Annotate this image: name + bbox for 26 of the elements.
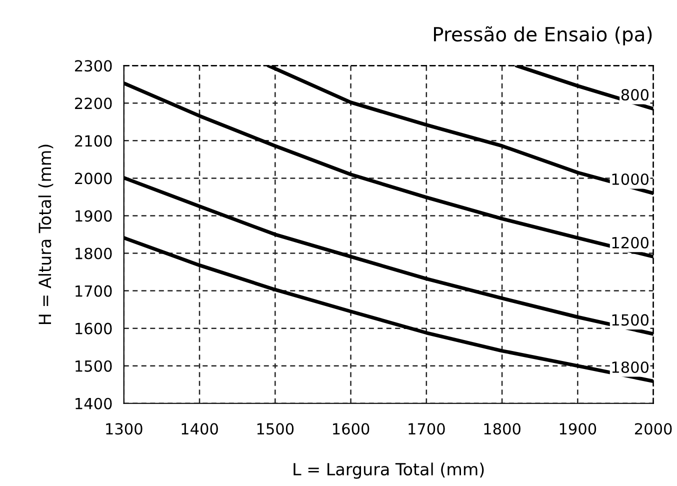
y-tick-label: 2100 [75,135,112,147]
x-tick-label: 1300 [106,423,142,435]
series-label: 1500 [612,314,649,326]
y-tick-label: 1600 [76,322,112,334]
y-tick-label: 1400 [76,398,112,410]
x-tick-label: 1800 [484,423,520,435]
x-tick-label: 2000 [634,423,672,435]
x-tick-label: 1500 [257,423,294,435]
series-label: 800 [621,89,649,101]
y-tick-label: 1700 [76,285,112,297]
series-label: 1800 [612,361,649,374]
y-axis-title: H = Altura Total (mm) [38,144,54,324]
y-tick-label: 1500 [76,360,112,372]
x-tick-label: 1600 [333,423,370,435]
x-axis-title: L = Largura Total (mm) [294,462,484,479]
x-tick-label: 1400 [182,423,218,435]
y-tick-label: 2200 [75,98,112,110]
series-label: 1200 [612,236,649,248]
text: Pressão de Ensaio (pa) [434,26,652,46]
y-tick-label: 2000 [75,172,112,184]
series-label: 1000 [612,173,649,185]
y-tick-label: 1800 [76,248,112,260]
y-tick-label: 1900 [76,210,112,222]
x-tick-label: 1700 [408,423,445,435]
y-tick-label: 2300 [75,60,112,72]
x-tick-label: 1900 [560,423,596,435]
